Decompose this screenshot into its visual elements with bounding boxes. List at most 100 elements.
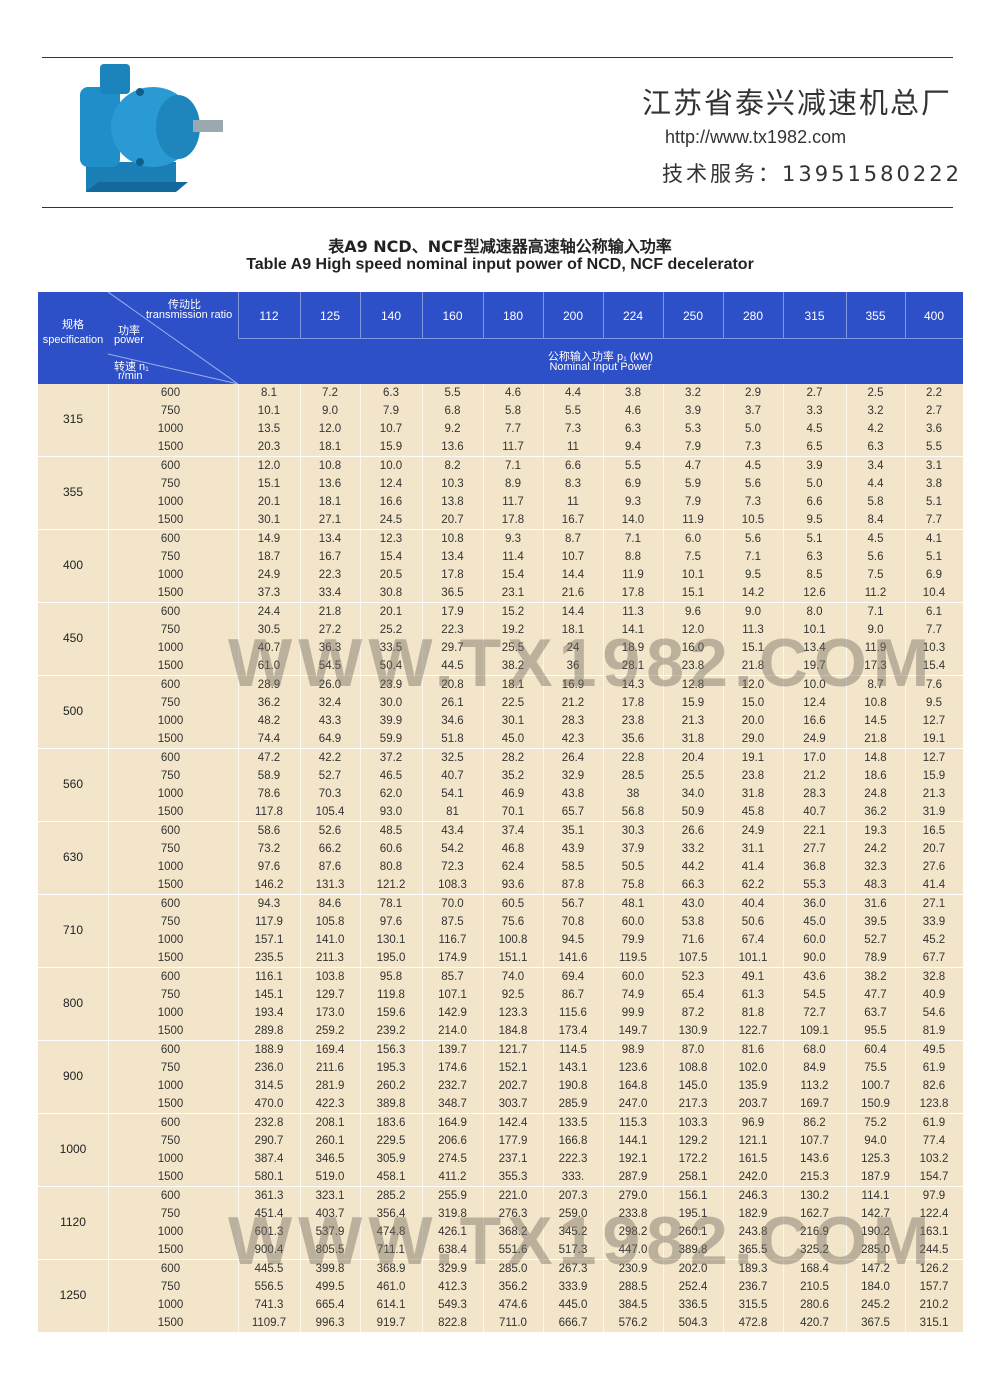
speed-cell: 1000 — [157, 569, 184, 581]
power-cell: 75.5 — [864, 1062, 887, 1074]
ratio-315: 315 — [804, 309, 825, 323]
power-cell: 221.0 — [498, 1190, 528, 1202]
power-cell: 36.0 — [803, 898, 826, 910]
power-cell: 7.3 — [745, 441, 761, 453]
power-cell: 336.5 — [678, 1299, 708, 1311]
power-cell: 86.7 — [561, 989, 585, 1001]
gear-reducer-product-image — [80, 64, 223, 192]
power-cell: 21.3 — [922, 788, 946, 800]
power-cell: 21.8 — [318, 606, 342, 618]
ratio-355: 355 — [865, 309, 886, 323]
power-cell: 235.5 — [254, 952, 284, 964]
power-cell: 27.1 — [318, 514, 342, 526]
power-cell: 239.2 — [376, 1025, 406, 1037]
table-row: 600 8.1 7.2 6.3 5.5 4.6 4.4 3.8 3.2 2.9 2.7 2.5 2.2 — [38, 384, 963, 402]
power-cell: 116.7 — [438, 934, 467, 946]
power-cell: 216.9 — [800, 1226, 829, 1238]
power-cell: 156.1 — [678, 1190, 708, 1202]
power-cell: 21.8 — [741, 660, 765, 672]
power-cell: 27.6 — [922, 861, 946, 873]
power-cell: 39.5 — [864, 916, 887, 928]
power-cell: 60.6 — [379, 843, 403, 855]
table-row: 600 445.5 399.8 368.9 329.9 285.0 267.3 230.9 20… — [38, 1260, 963, 1278]
speed-cell: 600 — [160, 1190, 181, 1202]
power-cell: 5.5 — [625, 460, 641, 472]
speed-cell: 1000 — [157, 496, 184, 508]
power-cell: 21.6 — [561, 587, 585, 599]
speed-cell: 750 — [160, 405, 181, 417]
table-row: 1000 387.4 346.5 305.9 274.5 237.1 222.3 192.1 1… — [38, 1150, 963, 1168]
power-cell: 67.4 — [741, 934, 765, 946]
company-url[interactable]: http://www.tx1982.com — [665, 127, 847, 147]
power-cell: 367.5 — [861, 1317, 890, 1329]
power-cell: 93.0 — [379, 806, 403, 818]
power-cell: 15.9 — [379, 441, 403, 453]
power-cell: 5.5 — [926, 441, 942, 453]
power-cell: 9.0 — [745, 606, 761, 618]
power-cell: 31.8 — [681, 733, 705, 745]
table-row: 750 145.1 129.7 119.8 107.1 92.5 86.7 74.9 65.4 6… — [38, 986, 963, 1004]
power-cell: 54.6 — [922, 1007, 946, 1019]
top-rule — [42, 57, 953, 58]
power-cell: 9.0 — [322, 405, 338, 417]
power-cell: 70.8 — [561, 916, 585, 928]
power-cell: 123.6 — [618, 1062, 648, 1074]
power-cell: 22.8 — [621, 752, 645, 764]
power-cell: 42.2 — [318, 752, 342, 764]
power-cell: 113.2 — [800, 1080, 829, 1092]
power-cell: 98.9 — [621, 1044, 645, 1056]
power-cell: 7.6 — [926, 679, 942, 691]
power-cell: 3.3 — [806, 405, 823, 417]
ratio-header-cn: 传动比 — [168, 299, 201, 311]
power-cell: 7.3 — [565, 423, 581, 435]
power-cell: 121.1 — [738, 1135, 768, 1147]
power-cell: 56.8 — [621, 806, 645, 818]
power-cell: 5.9 — [685, 478, 701, 490]
power-cell: 260.2 — [376, 1080, 406, 1092]
power-cell: 15.2 — [501, 606, 525, 618]
table-row: 1000 601.3 537.9 474.8 426.1 368.2 345.2 298.2 2… — [38, 1223, 963, 1241]
power-cell: 7.1 — [505, 460, 521, 472]
power-cell: 8.5 — [806, 569, 823, 581]
power-cell: 78.1 — [379, 898, 403, 910]
power-cell: 58.6 — [257, 825, 281, 837]
power-cell: 46.5 — [379, 770, 403, 782]
table-title-cn: 表A9 NCD、NCF型减速器高速轴公称输入功率 — [328, 237, 672, 256]
power-cell: 14.1 — [621, 624, 645, 636]
power-cell: 11.9 — [864, 642, 887, 654]
power-cell: 202.7 — [498, 1080, 528, 1092]
power-cell: 4.4 — [867, 478, 884, 490]
power-cell: 187.9 — [861, 1171, 890, 1183]
power-cell: 75.6 — [501, 916, 525, 928]
speed-cell: 750 — [160, 989, 181, 1001]
speed-cell: 600 — [160, 679, 181, 691]
power-cell: 580.1 — [254, 1171, 284, 1183]
spec-group-630: 630 600 58.6 52.6 48.5 43.4 37.4 35.1 30.3 26.6 24… — [38, 822, 963, 895]
power-cell: 142.9 — [438, 1007, 467, 1019]
power-cell: 5.5 — [565, 405, 581, 417]
power-cell: 80.8 — [379, 861, 403, 873]
table-row: 750 30.5 27.2 25.2 22.3 19.2 18.1 14.1 12.0 11.3 1… — [38, 621, 963, 639]
power-cell: 2.7 — [806, 387, 823, 399]
power-cell: 86.2 — [803, 1117, 826, 1129]
power-cell: 5.6 — [867, 551, 884, 563]
power-cell: 40.7 — [257, 642, 281, 654]
spec-value: 1000 — [59, 1142, 87, 1156]
power-cell: 285.0 — [498, 1263, 528, 1275]
power-cell: 289.8 — [254, 1025, 284, 1037]
power-cell: 62.4 — [501, 861, 525, 873]
power-cell: 32.3 — [864, 861, 887, 873]
power-cell: 15.4 — [501, 569, 525, 581]
power-cell: 145.0 — [678, 1080, 708, 1092]
power-cell: 11.2 — [864, 587, 887, 599]
power-cell: 614.1 — [376, 1299, 406, 1311]
power-cell: 21.2 — [803, 770, 826, 782]
power-cell: 8.4 — [867, 514, 884, 526]
power-cell: 12.0 — [318, 423, 342, 435]
power-cell: 16.7 — [561, 514, 585, 526]
power-cell: 18.6 — [864, 770, 887, 782]
power-cell: 174.9 — [438, 952, 467, 964]
power-cell: 146.2 — [254, 879, 284, 891]
power-cell: 7.7 — [505, 423, 521, 435]
spec-group-1000: 1000 600 232.8 208.1 183.6 164.9 142.4 133.5 115… — [38, 1114, 963, 1187]
